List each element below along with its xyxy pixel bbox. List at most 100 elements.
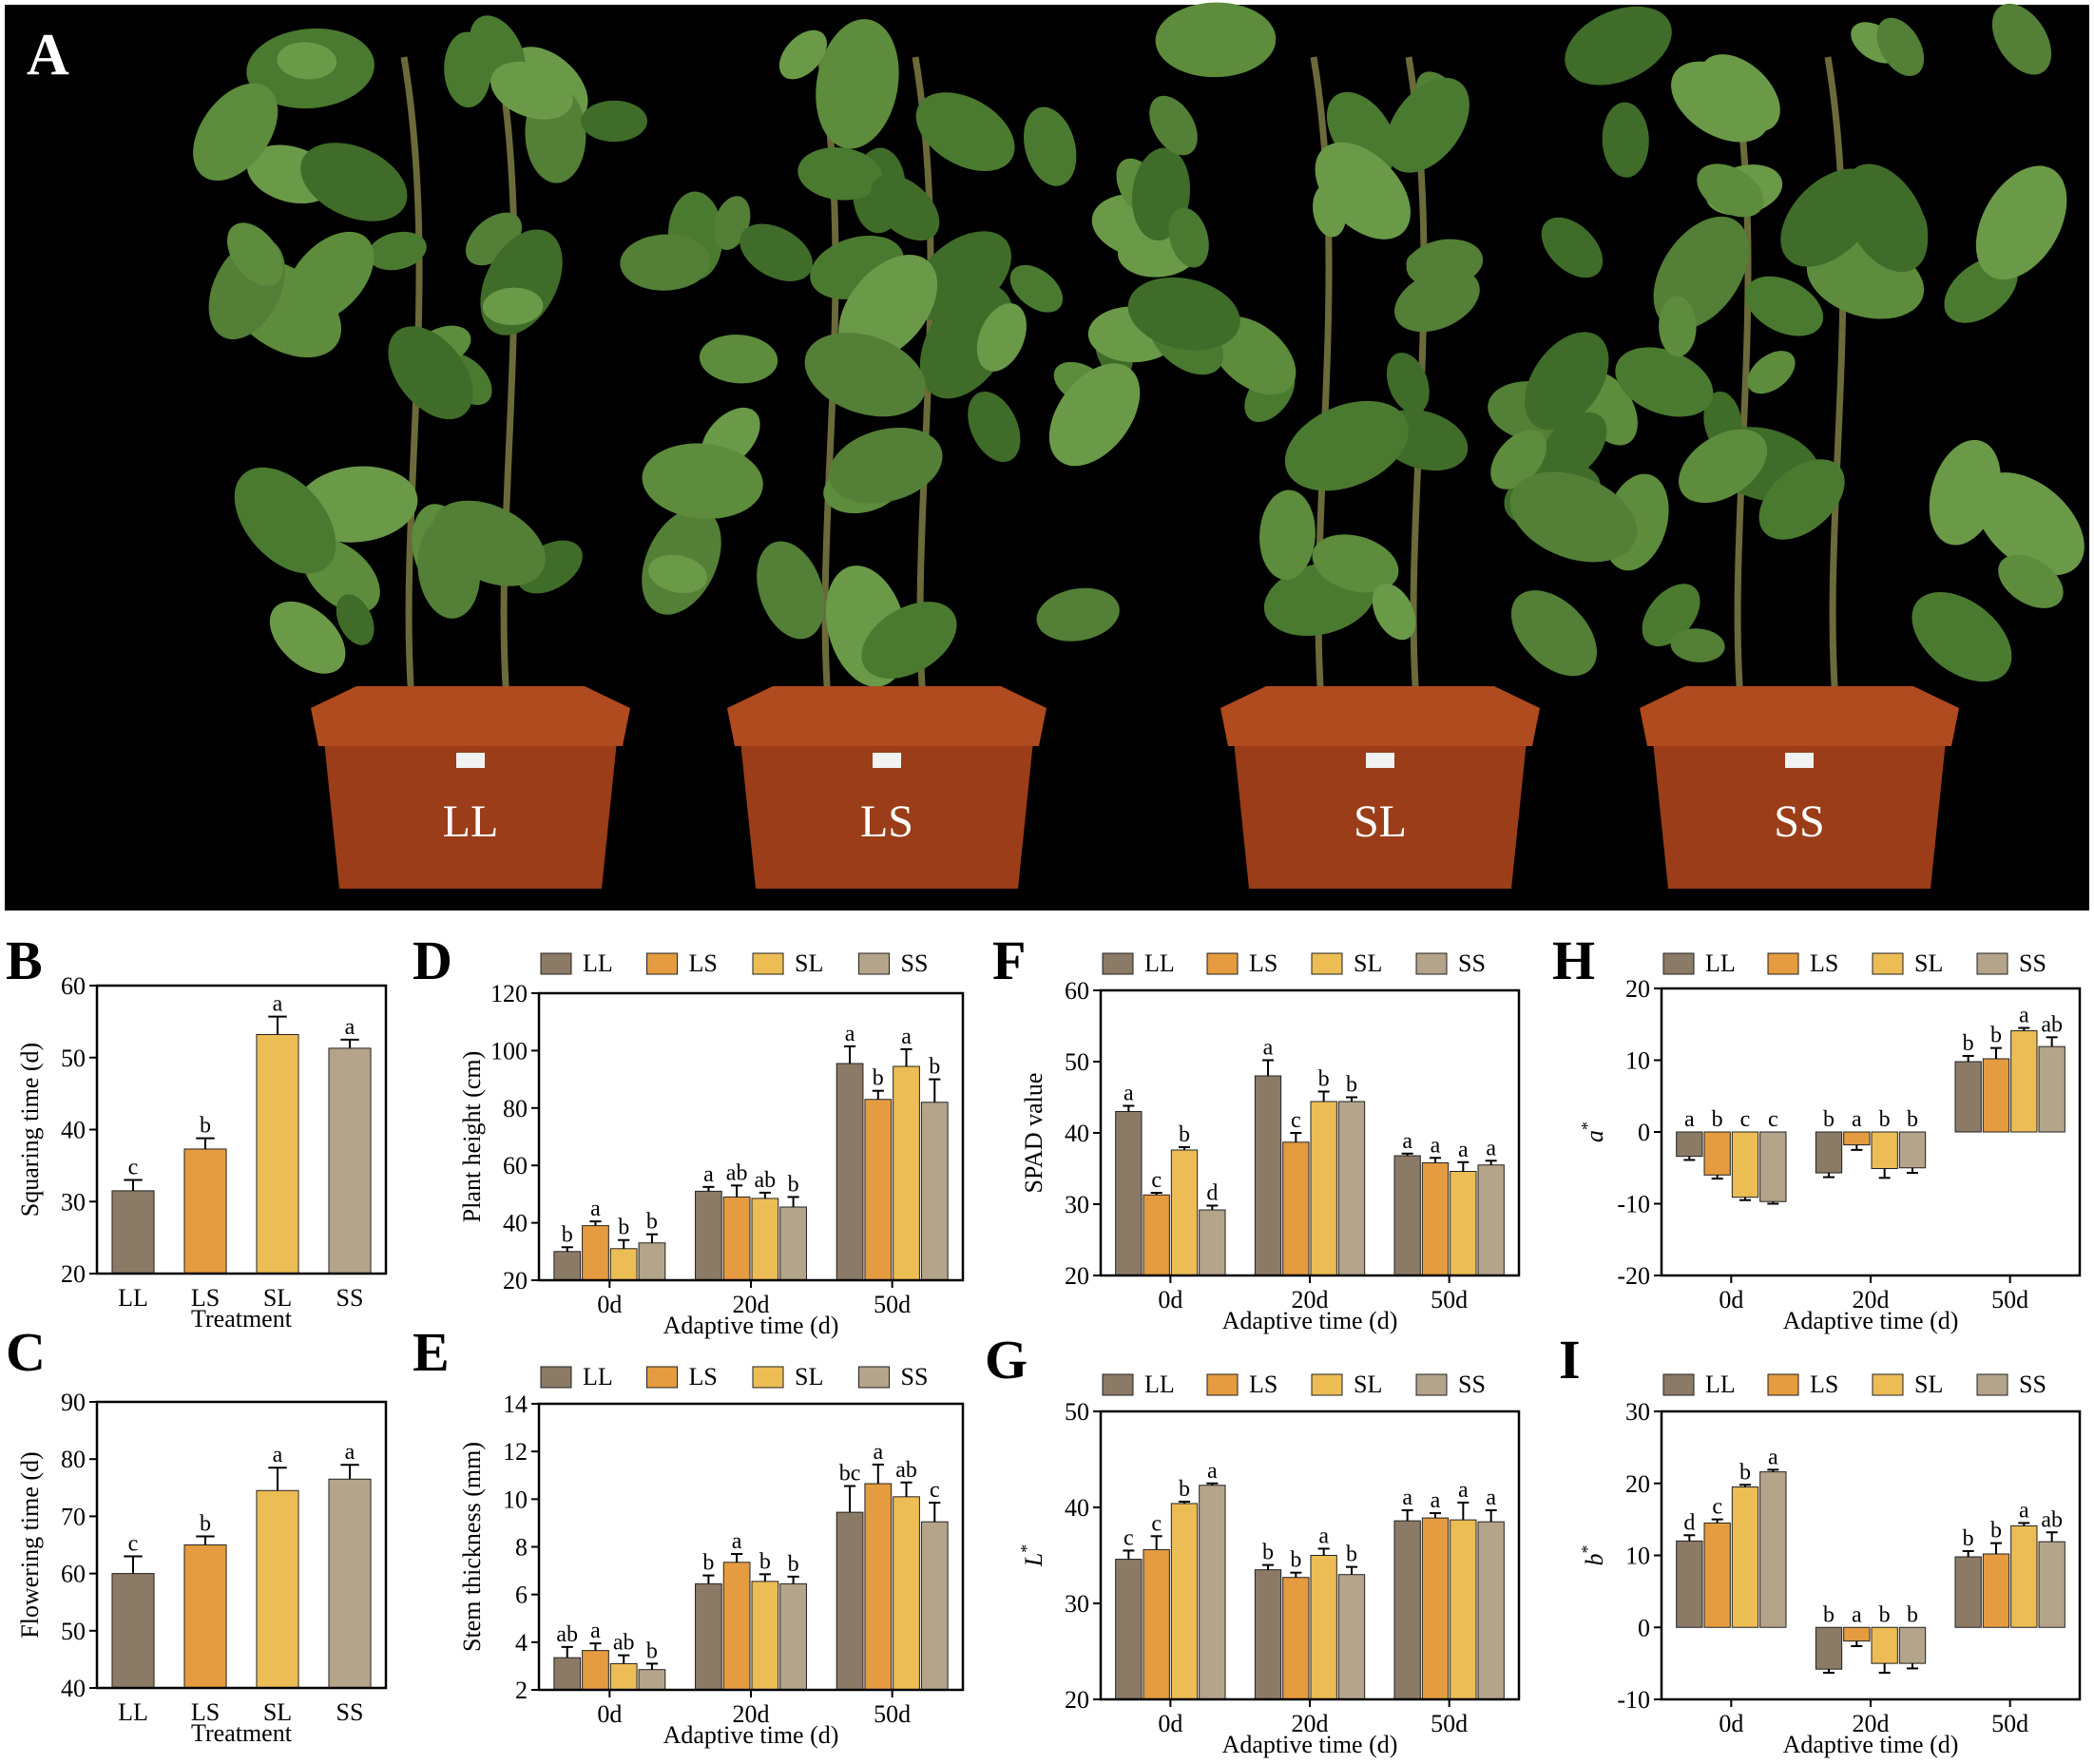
significance-letter: a: [1207, 1459, 1218, 1484]
leaf: [1615, 347, 1714, 417]
bar-ls: [1982, 1058, 2010, 1133]
leaf: [1312, 534, 1399, 593]
x-tick-label: LS: [191, 1284, 220, 1312]
y-tick-label: 10: [503, 1486, 528, 1513]
legend-label-ls: LS: [1810, 949, 1838, 977]
bar-ss: [638, 1669, 666, 1691]
leaf: [1974, 472, 2084, 576]
significance-letter: b: [759, 1549, 771, 1574]
y-tick-label: 30: [1625, 1398, 1650, 1426]
significance-letter: c: [1768, 1107, 1778, 1132]
y-tick-label: 40: [61, 1675, 86, 1702]
leaf: [1048, 363, 1141, 467]
bar-ls: [1143, 1194, 1170, 1276]
significance-letter: a: [1768, 1445, 1778, 1469]
leaf: [861, 602, 957, 680]
significance-letter: a: [1431, 1133, 1441, 1158]
significance-letter: a: [873, 1440, 883, 1465]
legend-label-ll: LL: [1144, 1371, 1175, 1398]
y-tick-label: 20: [61, 1260, 86, 1288]
x-tick-label: SL: [263, 1698, 292, 1726]
bar-ls: [1843, 1626, 1871, 1642]
legend-swatch-ls: [1767, 952, 1799, 975]
significance-letter: b: [618, 1216, 629, 1240]
panel-letter-c: C: [6, 1321, 46, 1383]
y-axis-title: a*: [1578, 1122, 1608, 1142]
legend-swatch-ss: [1415, 952, 1448, 975]
y-tick-label: 40: [503, 1210, 528, 1237]
leaf: [1394, 269, 1480, 333]
legend-label-ss: SS: [2019, 1371, 2046, 1398]
pot-tag: [1366, 753, 1394, 768]
significance-letter: c: [128, 1156, 139, 1180]
significance-letter: c: [1291, 1108, 1301, 1133]
bar-sl: [1310, 1555, 1337, 1700]
bar-sl: [609, 1248, 638, 1281]
y-axis-title: Flowering time (d): [16, 1451, 44, 1638]
leaf: [1386, 352, 1430, 413]
significance-letter: a: [590, 1197, 601, 1221]
significance-letter: b: [1907, 1107, 1918, 1132]
bar-sl: [609, 1662, 638, 1691]
x-tick-label: LS: [191, 1698, 220, 1726]
y-tick-label: 10: [1625, 1543, 1650, 1570]
significance-letter: b: [646, 1639, 658, 1663]
plant-0: [193, 15, 723, 889]
legend-swatch-sl: [1872, 1373, 1904, 1396]
y-tick-label: 50: [1065, 1048, 1089, 1076]
pot-tag: [456, 753, 485, 768]
stem: [1729, 56, 1752, 723]
pot-rim: [1220, 686, 1540, 746]
pot-rim: [1640, 686, 1959, 746]
bar-ss: [328, 1047, 372, 1275]
y-axis-title: L*: [1017, 1544, 1047, 1567]
leaf: [226, 222, 283, 286]
x-tick-label: 50d: [874, 1291, 911, 1318]
bar-ll: [1393, 1155, 1421, 1276]
pot: [740, 732, 1034, 889]
bar-ll: [1815, 1626, 1843, 1670]
bar-sl: [2010, 1030, 2038, 1133]
significance-letter: a: [273, 1443, 283, 1467]
leaf: [1509, 471, 1638, 563]
y-axis-title: Plant height (cm): [458, 1051, 486, 1223]
bar-ss: [1477, 1521, 1505, 1700]
leaf: [1747, 351, 1796, 394]
leaf: [1744, 276, 1824, 336]
bar-sl: [1731, 1486, 1759, 1628]
leaf: [1670, 628, 1725, 662]
significance-letter: a: [1486, 1136, 1496, 1160]
leaf: [816, 19, 899, 149]
y-tick-label: 90: [61, 1389, 86, 1416]
y-tick-label: 20: [503, 1267, 528, 1294]
significance-letter: a: [2019, 1498, 2029, 1523]
leaf: [1155, 2, 1277, 78]
legend-label-ll: LL: [1705, 949, 1736, 977]
leaf: [1565, 6, 1672, 86]
y-tick-label: 50: [61, 1045, 86, 1072]
bar-ll: [1954, 1061, 1982, 1133]
legend-swatch-ls: [646, 952, 678, 975]
leaf: [1780, 168, 1879, 267]
legend-label-ll: LL: [583, 949, 613, 977]
leaf: [234, 467, 336, 574]
x-tick-label: 50d: [1991, 1710, 2028, 1737]
significance-letter: ab: [895, 1458, 917, 1483]
y-axis-title: SPAD value: [1020, 1073, 1047, 1194]
significance-letter: b: [646, 1210, 658, 1235]
bar-sl: [256, 1489, 299, 1689]
leaf: [976, 303, 1027, 372]
significance-letter: b: [873, 1066, 884, 1091]
significance-letter: a: [1458, 1478, 1469, 1503]
leaf: [277, 42, 337, 80]
y-axis-title: Stem thickness (mm): [458, 1442, 486, 1652]
pot-label-sl: SL: [1354, 796, 1407, 847]
plot-frame: [1660, 987, 2082, 1277]
legend-label-ss: SS: [901, 949, 929, 977]
legend-label-sl: SL: [1354, 1371, 1382, 1398]
x-tick-label: 0d: [1719, 1710, 1743, 1737]
bar-ll: [111, 1573, 155, 1689]
